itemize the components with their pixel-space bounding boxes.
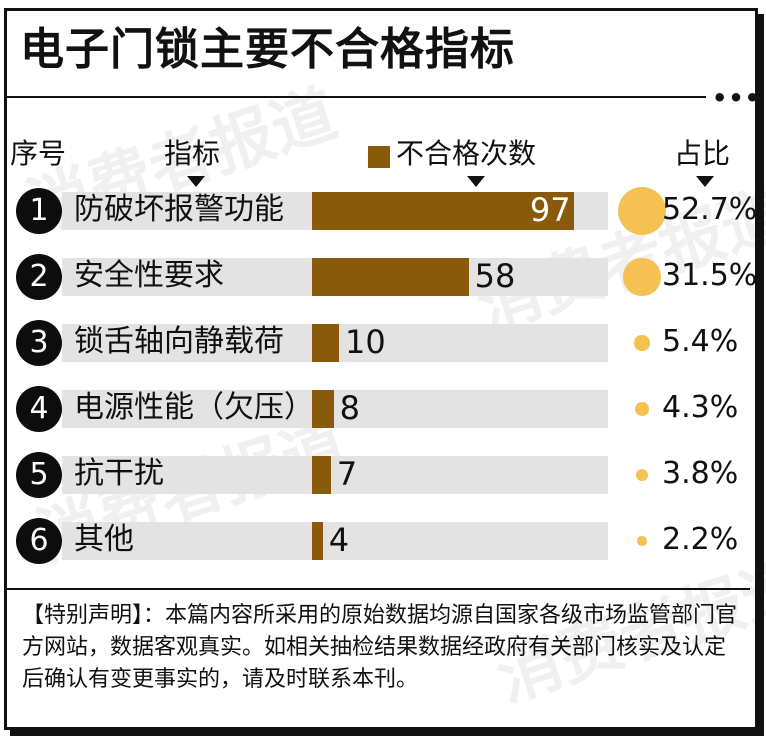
value-label: 4 [328,521,350,559]
table-row: 2 安全性要求 58 31.5% [0,250,766,300]
row-background-band [62,390,608,428]
chart-title: 电子门锁主要不合格指标 [20,24,515,75]
rank-badge: 4 [16,386,62,432]
table-row: 5 抗干扰 7 3.8% [0,448,766,498]
bar-mark [312,192,574,230]
percentage-label: 2.2% [662,522,739,557]
table-row: 4 电源性能（欠压） 8 4.3% [0,382,766,432]
arrow-down-icon [467,176,485,187]
percentage-label: 31.5% [662,258,758,293]
table-row: 1 防破坏报警功能 97 52.7% [0,184,766,235]
category-label: 电源性能（欠压） [74,390,314,425]
category-label: 其他 [74,522,134,557]
category-label: 安全性要求 [74,258,224,293]
ratio-dot [618,187,666,235]
value-label: 58 [474,257,516,295]
header-index: 序号 [10,137,67,170]
value-label: 10 [345,323,386,361]
value-label: 8 [339,389,360,427]
bar-mark [312,456,331,494]
percentage-label: 5.4% [662,324,739,359]
bar-mark [312,258,469,296]
header-ratio: 占比 [674,137,731,170]
ratio-dot [637,536,647,546]
bar-mark [312,324,339,362]
row-background-band [62,522,608,560]
legend-swatch [368,146,390,168]
percentage-label: 52.7% [662,192,758,227]
arrow-down-icon [187,176,205,187]
percentage-label: 4.3% [662,390,739,425]
ratio-dot [623,258,661,296]
note-divider [6,588,750,590]
ratio-dot [635,402,649,416]
header-indicator: 指标 [164,137,221,170]
title-divider [6,96,706,98]
header-count: 不合格次数 [396,137,537,170]
rank-badge: 3 [16,320,62,366]
bar-mark [312,390,334,428]
rank-badge: 2 [16,254,62,300]
card-frame [4,8,758,730]
bar-mark [312,522,323,560]
row-background-band [62,456,608,494]
arrow-down-icon [696,176,714,187]
disclaimer-note: 【特别声明】：本篇内容所采用的原始数据均源自国家各级市场监管部门官方网站，数据客… [22,603,738,692]
category-label: 抗干扰 [74,456,164,491]
table-row: 3 锁舌轴向静载荷 10 5.4% [0,316,766,366]
more-dots-icon: ••• [712,84,762,112]
ratio-dot [634,335,650,351]
rank-badge: 6 [16,518,62,564]
value-label: 97 [529,191,571,229]
category-label: 锁舌轴向静载荷 [74,324,284,359]
value-label: 7 [336,455,358,493]
category-label: 防破坏报警功能 [74,192,284,227]
rank-badge: 5 [16,452,62,498]
ratio-dot [635,468,649,482]
rank-badge: 1 [16,188,62,234]
table-row: 6 其他 4 2.2% [0,514,766,564]
percentage-label: 3.8% [662,456,739,491]
